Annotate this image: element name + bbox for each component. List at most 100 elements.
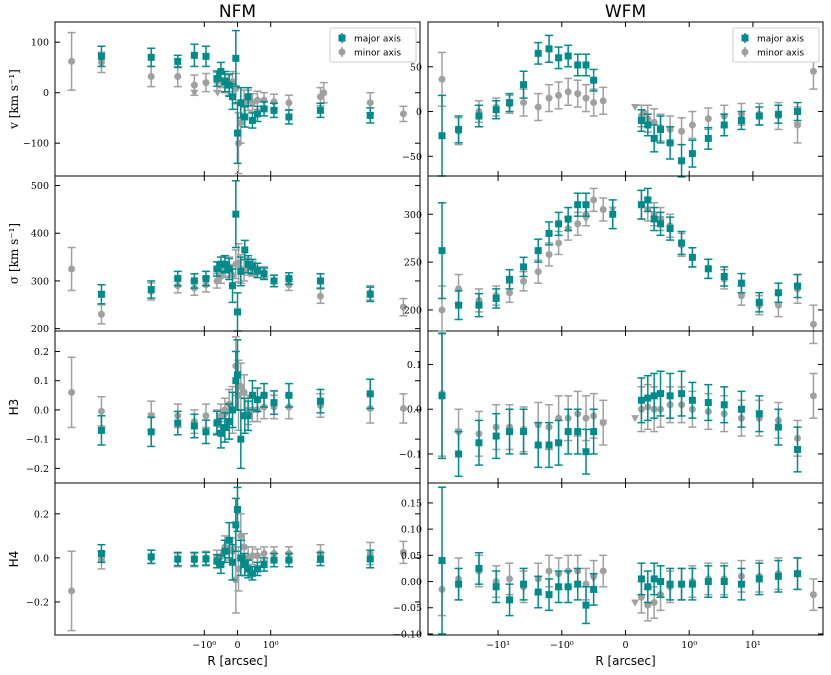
minor-point — [68, 587, 76, 595]
major-point — [229, 93, 237, 101]
panel-nfm-3: 0.2 0.0 −0.2 H4 −10⁰ 0 10⁰ R [arcsec] — [7, 482, 421, 668]
y-tick-label: 200 — [404, 305, 422, 316]
legend-box — [329, 27, 417, 63]
x-axis-label: R [arcsec] — [207, 654, 267, 668]
major-point — [221, 547, 229, 555]
major-point — [232, 210, 240, 218]
major-point — [147, 53, 155, 61]
minor-point — [237, 383, 245, 391]
minor-point — [174, 73, 182, 81]
major-point — [637, 116, 645, 124]
y-tick-label: 0 — [416, 107, 422, 118]
legend-minor-marker — [338, 48, 346, 56]
major-point — [704, 578, 712, 586]
major-point — [244, 565, 252, 573]
minor-point — [202, 412, 210, 420]
x-tick-label: 10⁰ — [681, 640, 697, 651]
minor-point — [202, 79, 210, 87]
major-point — [657, 390, 665, 398]
major-point — [316, 277, 324, 285]
major-point — [492, 106, 500, 114]
major-point — [455, 301, 463, 309]
major-point — [97, 426, 105, 434]
y-tick-label: 0.2 — [34, 509, 49, 520]
minor-point — [438, 75, 446, 83]
major-point — [270, 277, 278, 285]
minor-triangle-point — [774, 302, 783, 310]
y-tick-label: −0.05 — [393, 603, 422, 614]
major-point — [555, 220, 563, 228]
minor-point — [590, 99, 598, 107]
minor-point — [253, 96, 261, 104]
minor-point — [237, 119, 245, 127]
y-tick-label: 0.1 — [34, 376, 49, 387]
major-point — [285, 275, 293, 283]
minor-point — [520, 99, 528, 107]
major-point — [260, 105, 268, 113]
minor-point — [316, 292, 324, 300]
minor-point — [221, 406, 229, 414]
legend-minor-marker — [741, 48, 749, 56]
wfm-column: WFM 50 0 −50 major axis minor axis 300 250 200 0.… — [393, 2, 824, 668]
minor-point — [147, 73, 155, 81]
minor-point — [399, 404, 407, 412]
minor-point — [534, 268, 542, 276]
major-point — [506, 99, 514, 107]
major-point — [657, 125, 665, 133]
major-point — [720, 578, 728, 586]
major-point — [213, 75, 221, 83]
major-point — [666, 225, 674, 233]
major-point — [147, 553, 155, 561]
minor-point — [399, 548, 407, 556]
major-point — [455, 580, 463, 588]
minor-point — [399, 110, 407, 118]
major-point — [316, 397, 324, 405]
major-point — [555, 439, 563, 447]
major-point — [270, 556, 278, 564]
major-point — [248, 391, 256, 399]
minor-point — [564, 88, 572, 96]
major-point — [455, 450, 463, 458]
major-point — [555, 583, 563, 591]
y-tick-label: 0.0 — [34, 553, 49, 564]
major-point — [237, 554, 245, 562]
major-point — [774, 289, 782, 297]
y-tick-label: 500 — [31, 181, 49, 192]
y-tick-label: −0.2 — [26, 464, 49, 475]
y-tick-label: 200 — [31, 324, 49, 335]
major-point — [755, 575, 763, 583]
minor-point — [97, 310, 105, 318]
legend-minor-label: minor axis — [757, 49, 804, 59]
major-point — [234, 308, 241, 316]
y-tick-label: 0.15 — [401, 498, 422, 509]
minor-triangle-point — [190, 89, 199, 97]
y-tick-label: 250 — [404, 258, 422, 269]
major-point — [755, 298, 763, 306]
major-point — [545, 229, 553, 237]
major-point — [225, 536, 233, 544]
y-tick-label: −0.10 — [393, 629, 422, 640]
major-point — [574, 580, 582, 588]
minor-point — [637, 593, 645, 601]
major-point — [506, 275, 514, 283]
y-tick-label: 0.0 — [34, 405, 49, 416]
major-point — [582, 448, 590, 456]
minor-point — [574, 90, 582, 98]
major-point — [97, 52, 105, 60]
minor-point — [809, 591, 817, 599]
minor-point — [737, 292, 745, 300]
major-point — [678, 157, 686, 165]
major-point — [666, 580, 674, 588]
major-point — [666, 392, 674, 400]
major-point — [174, 419, 182, 427]
major-point — [737, 405, 745, 413]
major-point — [506, 428, 514, 436]
major-point — [174, 275, 182, 283]
major-point — [644, 196, 652, 204]
minor-point — [320, 89, 328, 97]
minor-point — [555, 91, 563, 99]
y-tick-label: −50 — [402, 152, 422, 163]
major-point — [774, 572, 782, 580]
major-point — [190, 422, 198, 430]
